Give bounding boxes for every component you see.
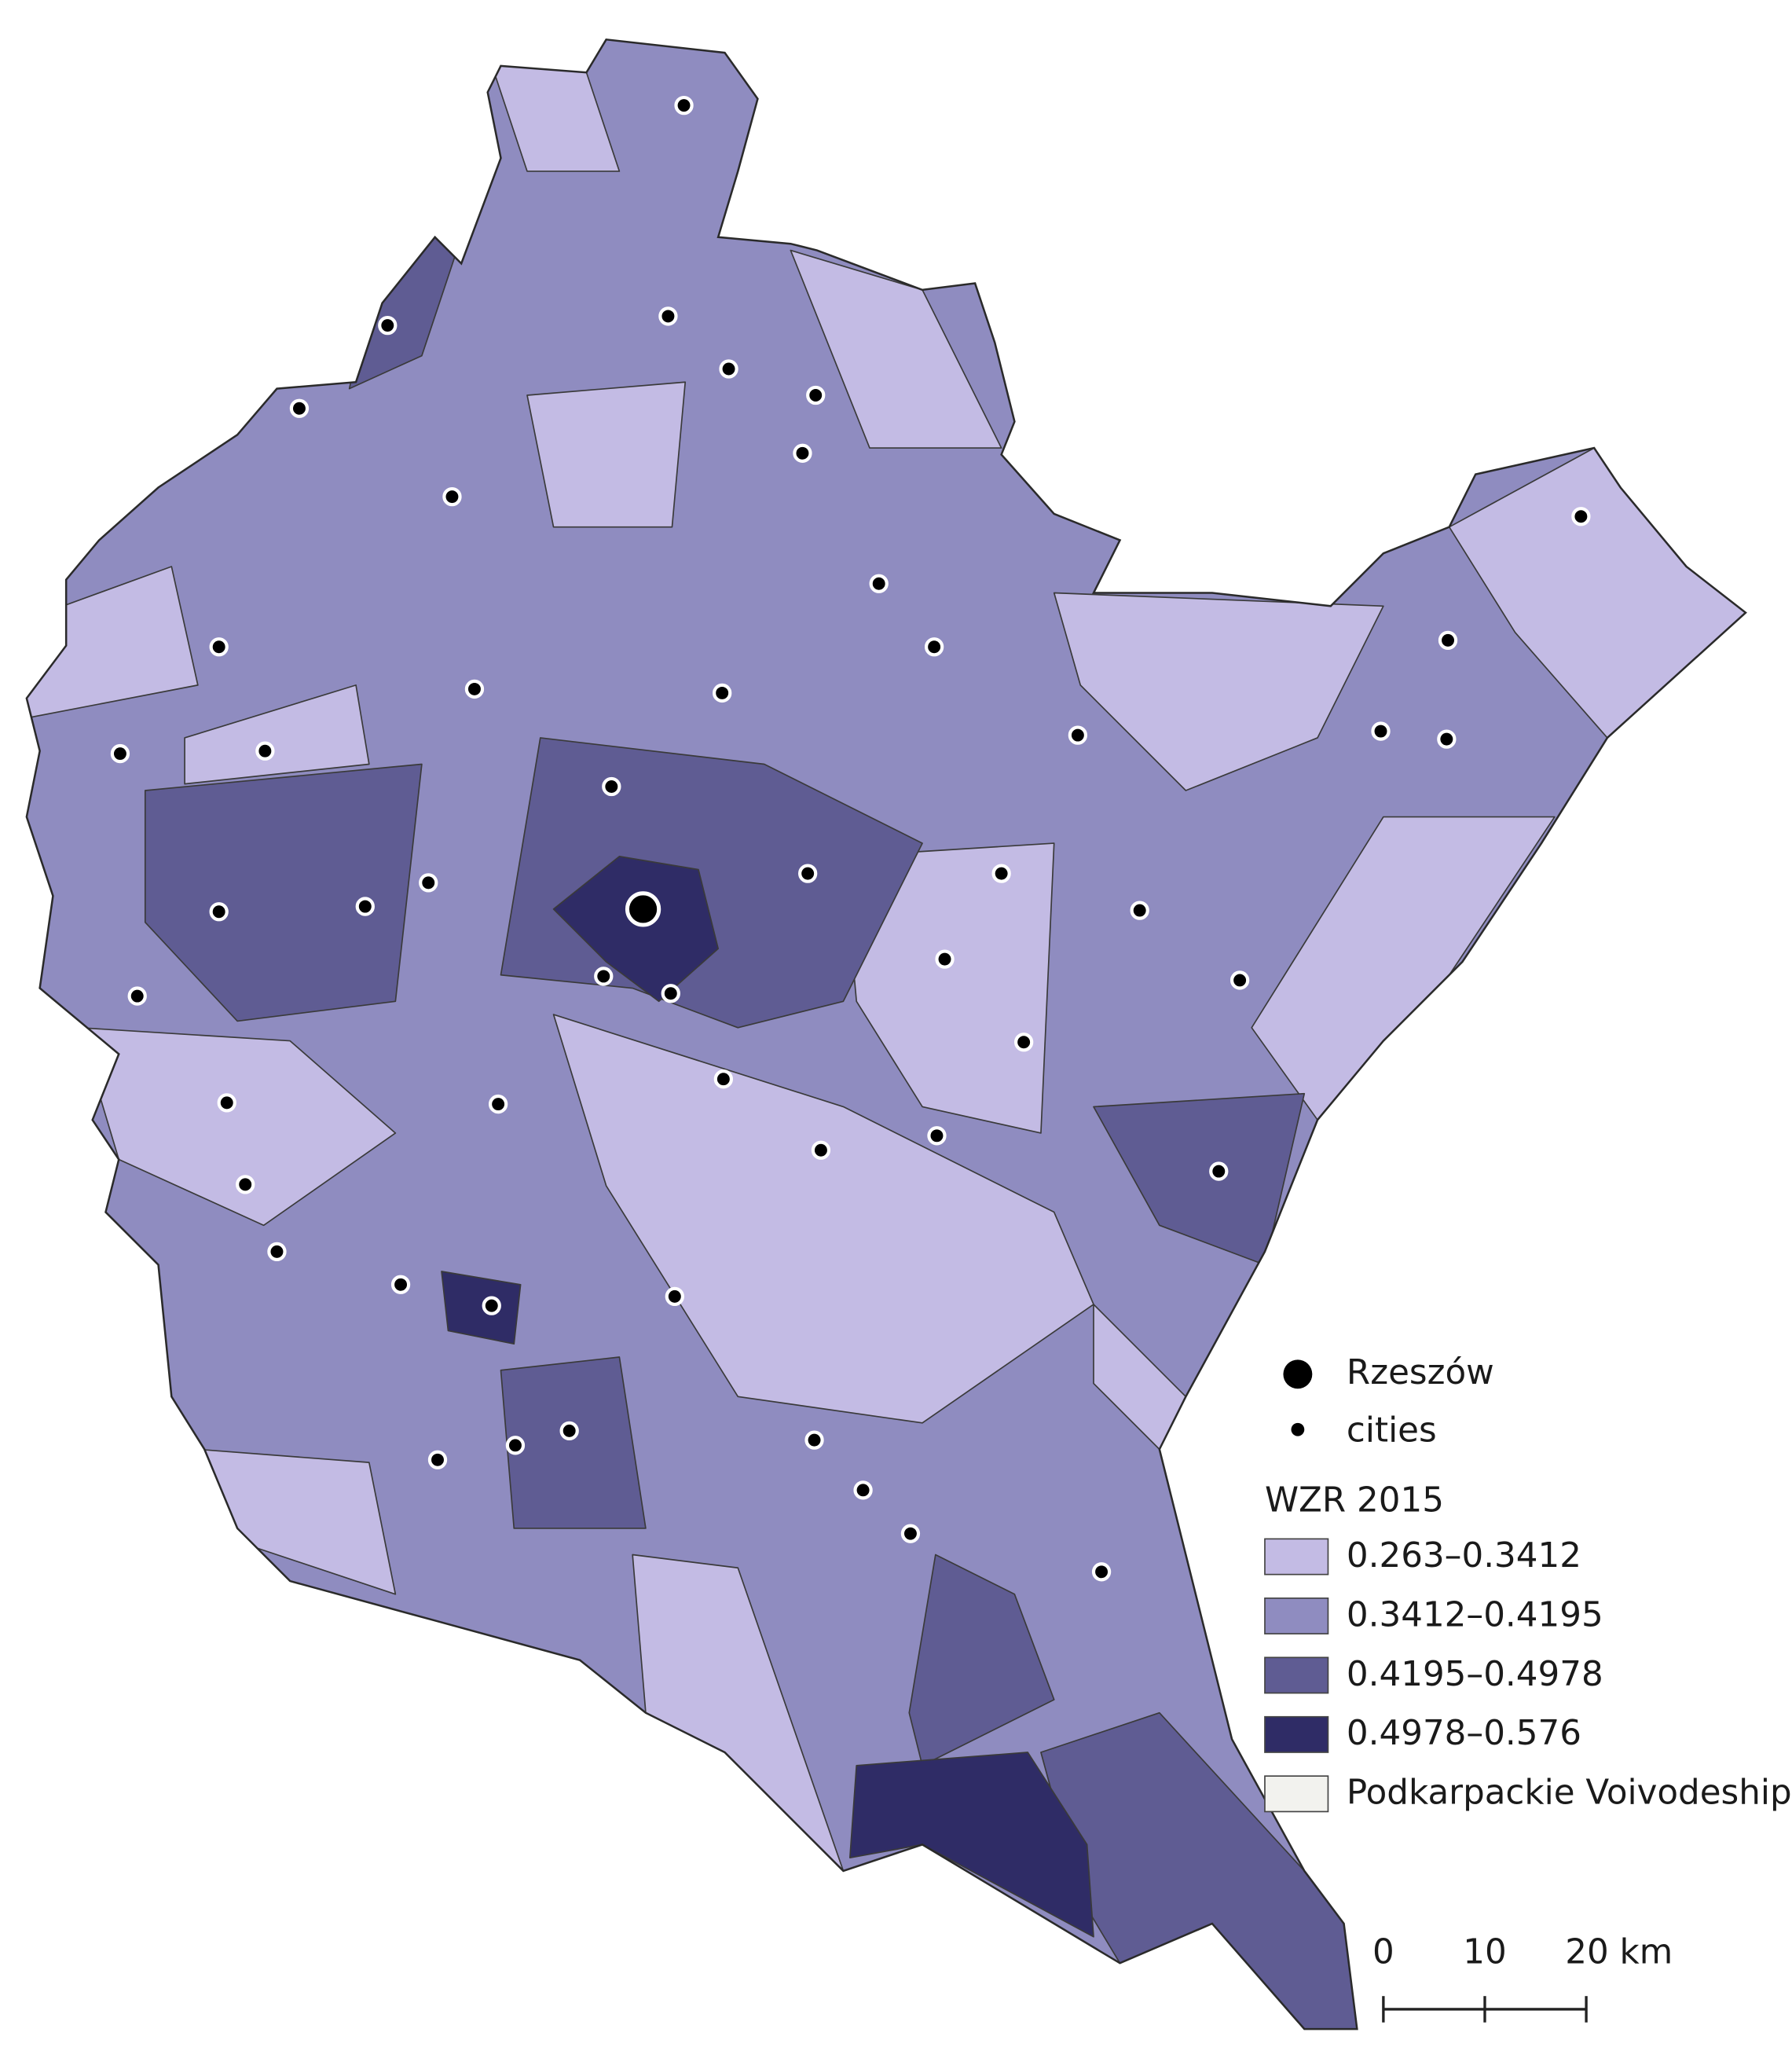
city (811, 1140, 831, 1160)
region (500, 1356, 647, 1529)
region (908, 1554, 1055, 1766)
city (505, 1436, 526, 1455)
scale-label: 10 (1463, 1933, 1506, 1972)
legend-swatch (1264, 1715, 1329, 1753)
region (441, 1271, 522, 1345)
city (594, 967, 614, 986)
city (1091, 1562, 1112, 1582)
city (869, 574, 889, 593)
city (935, 949, 955, 969)
city (209, 902, 229, 922)
city (482, 1296, 501, 1315)
city (602, 776, 621, 797)
region (1040, 1711, 1358, 2030)
legend-swatch (1264, 1656, 1329, 1694)
city (289, 398, 310, 418)
city (665, 1286, 684, 1307)
region (848, 1752, 1094, 1938)
city (1438, 630, 1458, 651)
city (267, 1242, 287, 1262)
scale-bar (1382, 1996, 1588, 2023)
city (236, 1175, 255, 1194)
city (713, 1069, 734, 1089)
legend-swatch (1264, 1538, 1329, 1576)
city (806, 385, 826, 405)
city (1437, 729, 1457, 749)
city (127, 986, 147, 1006)
legend-label: Podkarpackie Voivodeship (1347, 1774, 1792, 1813)
city (255, 741, 275, 761)
legend-swatch (1264, 1597, 1329, 1634)
city (924, 637, 944, 657)
city (661, 984, 680, 1003)
city (927, 1126, 947, 1146)
city (853, 1480, 873, 1500)
legend-label: 0.263–0.3412 (1347, 1536, 1581, 1576)
city (110, 743, 130, 764)
city (1371, 721, 1391, 741)
region (790, 249, 1002, 449)
city (464, 679, 485, 699)
city (991, 864, 1011, 883)
legend-capital: Rzeszów (1347, 1353, 1494, 1392)
city (1209, 1161, 1229, 1181)
city (559, 1421, 579, 1441)
city (658, 306, 678, 326)
legend-label: 0.4195–0.4978 (1347, 1655, 1603, 1694)
legend-label: 0.4978–0.576 (1347, 1714, 1581, 1753)
city (1013, 1033, 1034, 1052)
city (793, 443, 812, 463)
city (674, 95, 694, 116)
city (442, 486, 462, 507)
legend-label: 0.3412–0.4195 (1347, 1595, 1603, 1634)
scale-label: 0 (1372, 1933, 1394, 1972)
region (526, 381, 687, 528)
city (427, 1450, 448, 1469)
region (552, 856, 719, 1003)
legend-capital-symbol (1283, 1359, 1313, 1389)
region (144, 763, 423, 1022)
city (217, 1093, 236, 1113)
city (355, 897, 375, 916)
legend-swatch (1264, 1775, 1329, 1813)
city (900, 1524, 921, 1543)
city (798, 864, 818, 883)
legend-cities: cities (1347, 1411, 1437, 1451)
scale-label: 20 km (1565, 1933, 1673, 1972)
region (26, 566, 199, 719)
city (390, 1275, 411, 1294)
region (184, 684, 370, 785)
legend-cities-symbol (1291, 1422, 1305, 1436)
city (713, 683, 732, 703)
legend-items: 0.263–0.3412 0.3412–0.4195 0.4195–0.4978 0.… (1264, 1536, 1792, 1813)
city (488, 1094, 508, 1114)
city (1130, 901, 1149, 920)
city (1229, 970, 1250, 990)
city (419, 873, 438, 893)
capital-city (625, 891, 661, 927)
legend-title: WZR 2015 (1265, 1480, 1444, 1520)
region (79, 1026, 397, 1227)
city (1571, 507, 1591, 526)
city (209, 637, 229, 657)
city (804, 1430, 824, 1450)
cities (110, 95, 1591, 1582)
city (1068, 725, 1088, 745)
region (552, 1014, 1094, 1424)
city (378, 315, 398, 336)
city (719, 359, 738, 379)
